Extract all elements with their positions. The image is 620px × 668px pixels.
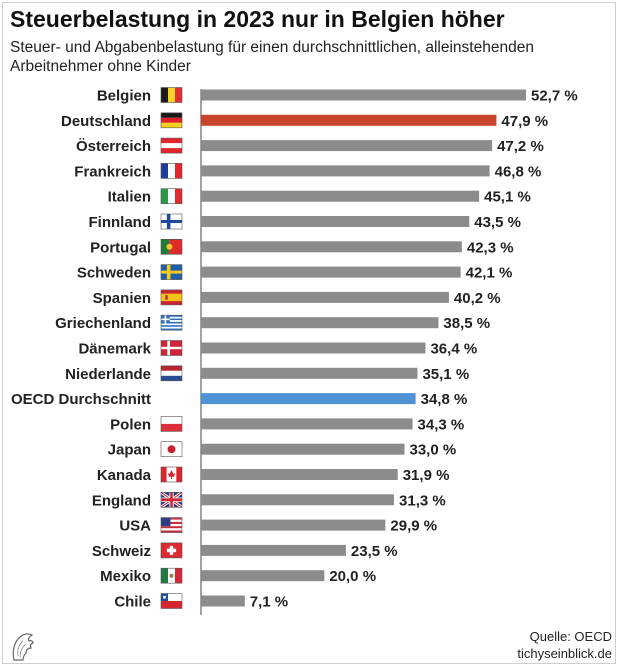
bar [201, 393, 416, 405]
flag-se-icon [160, 264, 183, 280]
value-label: 52,7 % [531, 88, 578, 105]
flag-it-icon [160, 188, 183, 204]
flag-dk-icon [160, 340, 183, 356]
flag-fi-icon [160, 213, 183, 230]
value-label: 31,3 % [399, 492, 446, 509]
value-label: 29,9 % [390, 518, 437, 535]
bar [201, 241, 462, 253]
category-label: Deutschland [61, 113, 151, 130]
category-label: England [92, 492, 151, 509]
value-label: 45,1 % [484, 189, 531, 206]
category-label: Mexiko [100, 568, 151, 585]
category-label: Schweiz [92, 543, 151, 560]
category-label: Kanada [97, 467, 152, 484]
bar [201, 595, 245, 607]
category-label: Belgien [97, 88, 151, 105]
bar [201, 469, 398, 480]
category-label: Chile [114, 594, 151, 611]
flag-ch-icon [160, 542, 183, 559]
flag-mx-icon [160, 567, 183, 584]
value-label: 40,2 % [454, 290, 501, 307]
flag-ca-icon [160, 466, 183, 483]
value-label: 34,8 % [421, 391, 468, 408]
category-label: Griechenland [55, 315, 151, 332]
bar [201, 494, 395, 506]
category-label: Dänemark [78, 341, 151, 358]
flag-cl-icon [160, 593, 183, 609]
value-label: 42,3 % [467, 239, 514, 256]
value-label: 43,5 % [474, 214, 521, 231]
category-label: Frankreich [74, 163, 151, 180]
category-label: Polen [110, 416, 151, 433]
value-label: 46,8 % [495, 163, 542, 180]
category-label: Finnland [89, 214, 152, 231]
bar [201, 342, 426, 354]
category-label: Schweden [77, 265, 151, 282]
flag-jp-icon [160, 441, 183, 458]
value-label: 7,1 % [250, 594, 288, 611]
value-label: 47,2 % [497, 138, 544, 155]
category-label: Italien [108, 189, 151, 206]
source-note: Quelle: OECD tichyseinblick.de [517, 628, 612, 662]
bar [201, 519, 386, 531]
bar [201, 570, 325, 582]
flag-at-icon [160, 137, 183, 154]
value-label: 23,5 % [351, 543, 398, 560]
value-label: 38,5 % [443, 315, 490, 332]
chart-subtitle: Steuer- und Abgabenbelastung für einen d… [10, 39, 534, 75]
flag-fr-icon [160, 163, 183, 179]
flag-nl-icon [160, 365, 183, 382]
flag-gb-icon [160, 491, 183, 509]
category-label: Spanien [93, 290, 151, 307]
bar [201, 266, 461, 278]
bar [201, 317, 439, 329]
bar [201, 216, 470, 227]
value-label: 31,9 % [403, 467, 450, 484]
value-label: 33,0 % [410, 442, 457, 459]
flag-pl-icon [160, 416, 183, 432]
value-label: 42,1 % [466, 265, 513, 282]
bar [201, 165, 490, 177]
flag-gr-icon [160, 314, 183, 331]
bar [201, 114, 497, 126]
publisher-label: tichyseinblick.de [517, 646, 612, 661]
flag-es-icon [160, 289, 183, 306]
value-label: 47,9 % [501, 113, 548, 130]
value-label: 35,1 % [422, 366, 469, 383]
bar [201, 418, 413, 430]
source-label: Quelle: OECD [529, 629, 612, 644]
value-label: 34,3 % [418, 416, 465, 433]
flag-de-icon [160, 112, 183, 129]
category-label: OECD Durchschnitt [11, 391, 151, 408]
value-label: 20,0 % [329, 568, 376, 585]
category-label: Österreich [76, 138, 151, 155]
bar [201, 291, 449, 303]
bar [201, 443, 405, 455]
bar [201, 367, 418, 379]
bar [201, 89, 526, 101]
bar [201, 544, 346, 556]
chart-title: Steuerbelastung in 2023 nur in Belgien h… [10, 6, 505, 32]
value-label: 36,4 % [430, 341, 477, 358]
category-label: Niederlande [65, 366, 151, 383]
flag-us-icon [160, 517, 183, 533]
flag-be-icon [160, 87, 183, 103]
publisher-logo-icon [12, 633, 34, 661]
category-label: Japan [108, 442, 151, 459]
bar [201, 140, 493, 152]
flag-pt-icon [160, 239, 183, 255]
bar [201, 190, 480, 202]
category-label: Portugal [90, 239, 151, 256]
category-label: USA [119, 518, 151, 535]
